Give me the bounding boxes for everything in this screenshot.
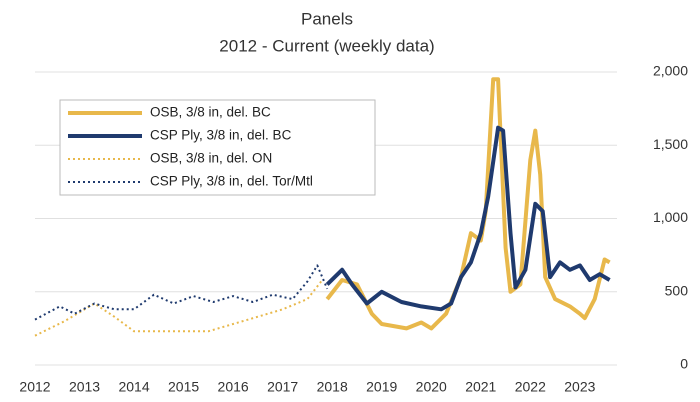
chart-subtitle: 2012 - Current (weekly data) bbox=[219, 36, 434, 55]
y-tick-label: 0 bbox=[680, 356, 688, 372]
x-tick-label: 2019 bbox=[366, 379, 397, 395]
legend-label: OSB, 3/8 in, del. ON bbox=[150, 151, 272, 166]
x-tick-label: 2012 bbox=[19, 379, 50, 395]
x-tick-label: 2013 bbox=[69, 379, 100, 395]
legend-label: OSB, 3/8 in, del. BC bbox=[150, 105, 271, 120]
x-tick-label: 2020 bbox=[416, 379, 447, 395]
x-tick-label: 2016 bbox=[218, 379, 249, 395]
x-tick-label: 2014 bbox=[118, 379, 149, 395]
x-tick-label: 2023 bbox=[564, 379, 595, 395]
series-line bbox=[325, 77, 611, 331]
series-line bbox=[34, 264, 329, 321]
x-tick-label: 2015 bbox=[168, 379, 199, 395]
y-tick-label: 1,000 bbox=[653, 209, 688, 225]
y-tick-label: 1,500 bbox=[653, 136, 688, 152]
series-line bbox=[34, 279, 324, 337]
legend-box bbox=[59, 99, 376, 196]
x-tick-label: 2017 bbox=[267, 379, 298, 395]
legend-label: CSP Ply, 3/8 in, del. Tor/Mtl bbox=[150, 174, 313, 189]
chart-title: Panels bbox=[301, 9, 353, 28]
y-tick-label: 2,000 bbox=[653, 63, 688, 79]
legend-label: CSP Ply, 3/8 in, del. BC bbox=[150, 128, 292, 143]
x-tick-label: 2022 bbox=[515, 379, 546, 395]
x-tick-label: 2021 bbox=[465, 379, 496, 395]
y-tick-label: 500 bbox=[665, 282, 689, 298]
series-line bbox=[325, 125, 611, 312]
x-tick-label: 2018 bbox=[317, 379, 348, 395]
